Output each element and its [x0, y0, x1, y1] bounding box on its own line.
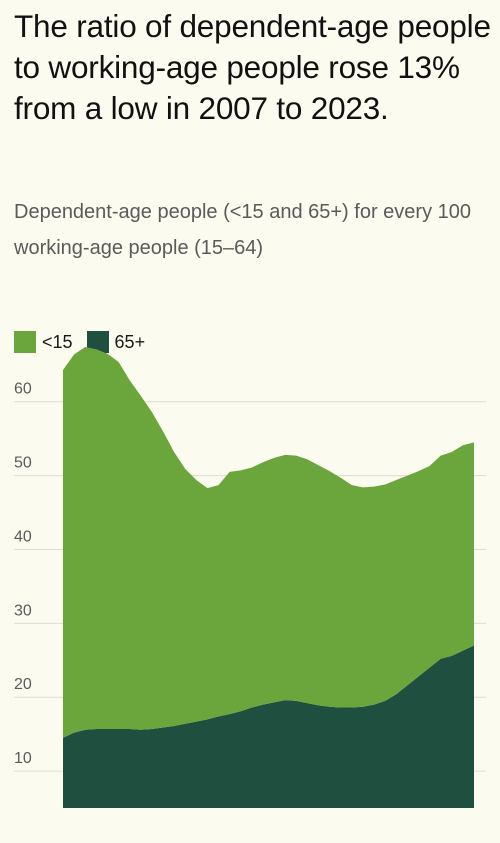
legend-swatch-under15	[14, 331, 36, 353]
area-over65	[63, 645, 474, 808]
legend: <15 65+	[14, 331, 159, 353]
y-tick-label-60: 60	[14, 381, 32, 398]
y-tick-label-20: 20	[14, 676, 32, 693]
legend-label-over65: 65+	[114, 331, 146, 352]
area-under15	[63, 347, 474, 738]
legend-swatch-over65	[86, 331, 109, 353]
legend-label-under15: <15	[42, 331, 73, 352]
chart-title: The ratio of dependent-age people to wor…	[14, 8, 491, 126]
area-series	[63, 347, 474, 808]
y-tick-label-50: 50	[14, 455, 32, 472]
y-tick-label-10: 10	[14, 750, 32, 767]
legend-item-under15: <15	[14, 331, 73, 353]
chart-subtitle: Dependent-age people (<15 and 65+) for e…	[14, 201, 472, 259]
legend-item-over65: 65+	[86, 331, 146, 353]
y-tick-labels: 10 20 30 40 50 60	[14, 381, 32, 767]
y-tick-label-40: 40	[14, 528, 32, 545]
y-tick-label-30: 30	[14, 602, 32, 619]
